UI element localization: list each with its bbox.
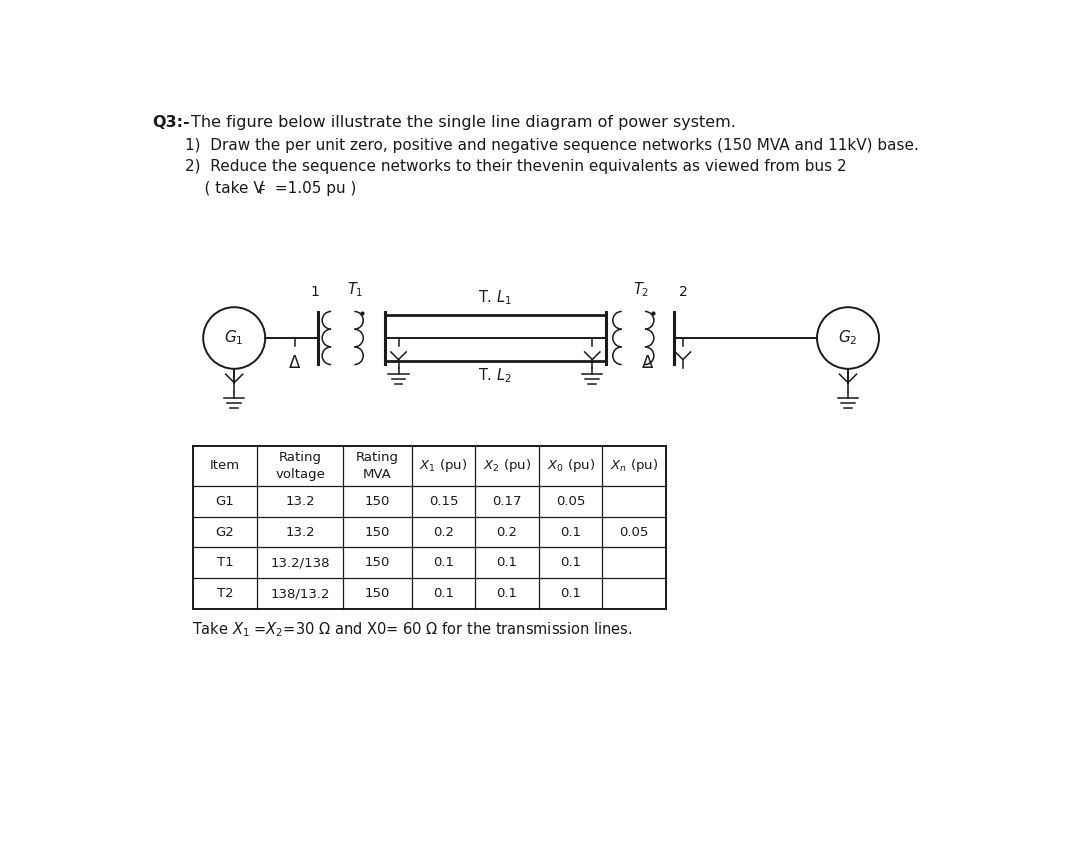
Text: T. $L_1$: T. $L_1$ <box>478 288 512 307</box>
Text: 2: 2 <box>678 286 687 300</box>
Text: F: F <box>258 184 266 197</box>
Text: 150: 150 <box>365 587 390 600</box>
Text: 0.17: 0.17 <box>492 494 522 507</box>
Text: Item: Item <box>210 459 240 472</box>
Text: Rating
MVA: Rating MVA <box>356 451 400 481</box>
Text: 150: 150 <box>365 494 390 507</box>
Text: 0.1: 0.1 <box>433 587 454 600</box>
Text: ( take V: ( take V <box>186 181 265 196</box>
Text: 0.1: 0.1 <box>561 587 581 600</box>
Text: 1)  Draw the per unit zero, positive and negative sequence networks (150 MVA and: 1) Draw the per unit zero, positive and … <box>186 138 919 152</box>
Text: 0.1: 0.1 <box>497 587 517 600</box>
Text: =1.05 pu ): =1.05 pu ) <box>270 181 356 196</box>
Text: T. $L_2$: T. $L_2$ <box>478 366 512 385</box>
Text: 13.2/138: 13.2/138 <box>270 556 329 569</box>
Text: Q3:-: Q3:- <box>152 114 190 130</box>
Text: $\Delta$: $\Delta$ <box>288 353 301 372</box>
Text: 150: 150 <box>365 526 390 539</box>
Text: 0.1: 0.1 <box>433 556 454 569</box>
Text: G1: G1 <box>216 494 234 507</box>
Text: 0.05: 0.05 <box>556 494 585 507</box>
Text: 0.1: 0.1 <box>497 556 517 569</box>
Text: 0.2: 0.2 <box>497 526 517 539</box>
Text: T1: T1 <box>217 556 233 569</box>
Text: G2: G2 <box>216 526 234 539</box>
Text: $T_2$: $T_2$ <box>633 281 650 300</box>
Text: $G_1$: $G_1$ <box>225 329 244 347</box>
Text: 0.2: 0.2 <box>433 526 454 539</box>
Text: 150: 150 <box>365 556 390 569</box>
Text: 13.2: 13.2 <box>285 494 315 507</box>
Text: Take $X_1$ =$X_2$=30 $\Omega$ and X0= 60 $\Omega$ for the transmission lines.: Take $X_1$ =$X_2$=30 $\Omega$ and X0= 60… <box>191 620 632 638</box>
Text: 138/13.2: 138/13.2 <box>270 587 329 600</box>
Text: The figure below illustrate the single line diagram of power system.: The figure below illustrate the single l… <box>191 114 735 130</box>
Text: 2)  Reduce the sequence networks to their thevenin equivalents as viewed from bu: 2) Reduce the sequence networks to their… <box>186 159 847 174</box>
Text: Rating
voltage: Rating voltage <box>275 451 325 481</box>
Text: 0.1: 0.1 <box>561 526 581 539</box>
Text: $\Delta$: $\Delta$ <box>642 353 654 372</box>
Text: 0.05: 0.05 <box>620 526 649 539</box>
Text: T2: T2 <box>217 587 233 600</box>
Text: 1: 1 <box>310 286 320 300</box>
Text: $G_2$: $G_2$ <box>838 329 858 347</box>
Text: 0.15: 0.15 <box>429 494 458 507</box>
Text: $X_n$ (pu): $X_n$ (pu) <box>610 457 658 475</box>
Text: 0.1: 0.1 <box>561 556 581 569</box>
Text: 13.2: 13.2 <box>285 526 315 539</box>
Text: $T_1$: $T_1$ <box>347 281 363 300</box>
Text: $X_1$ (pu): $X_1$ (pu) <box>419 457 468 475</box>
Text: $X_2$ (pu): $X_2$ (pu) <box>483 457 531 475</box>
Text: $X_0$ (pu): $X_0$ (pu) <box>546 457 595 475</box>
